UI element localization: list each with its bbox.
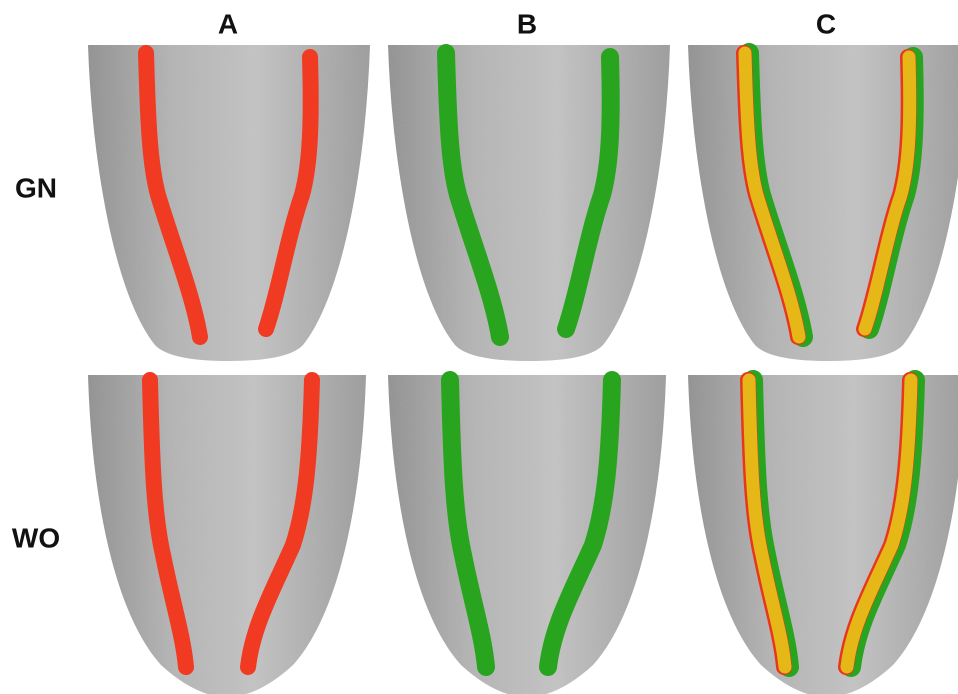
row-label: WO bbox=[12, 522, 60, 553]
tooth-root bbox=[388, 45, 670, 361]
column-label: C bbox=[816, 8, 836, 39]
figure: A B C GN WO bbox=[0, 0, 958, 694]
tooth-root bbox=[88, 45, 370, 361]
column-label: A bbox=[218, 8, 238, 39]
column-label: B bbox=[517, 8, 537, 39]
tooth-root bbox=[88, 375, 366, 694]
row-label: GN bbox=[15, 172, 57, 203]
tooth-root bbox=[388, 375, 666, 694]
